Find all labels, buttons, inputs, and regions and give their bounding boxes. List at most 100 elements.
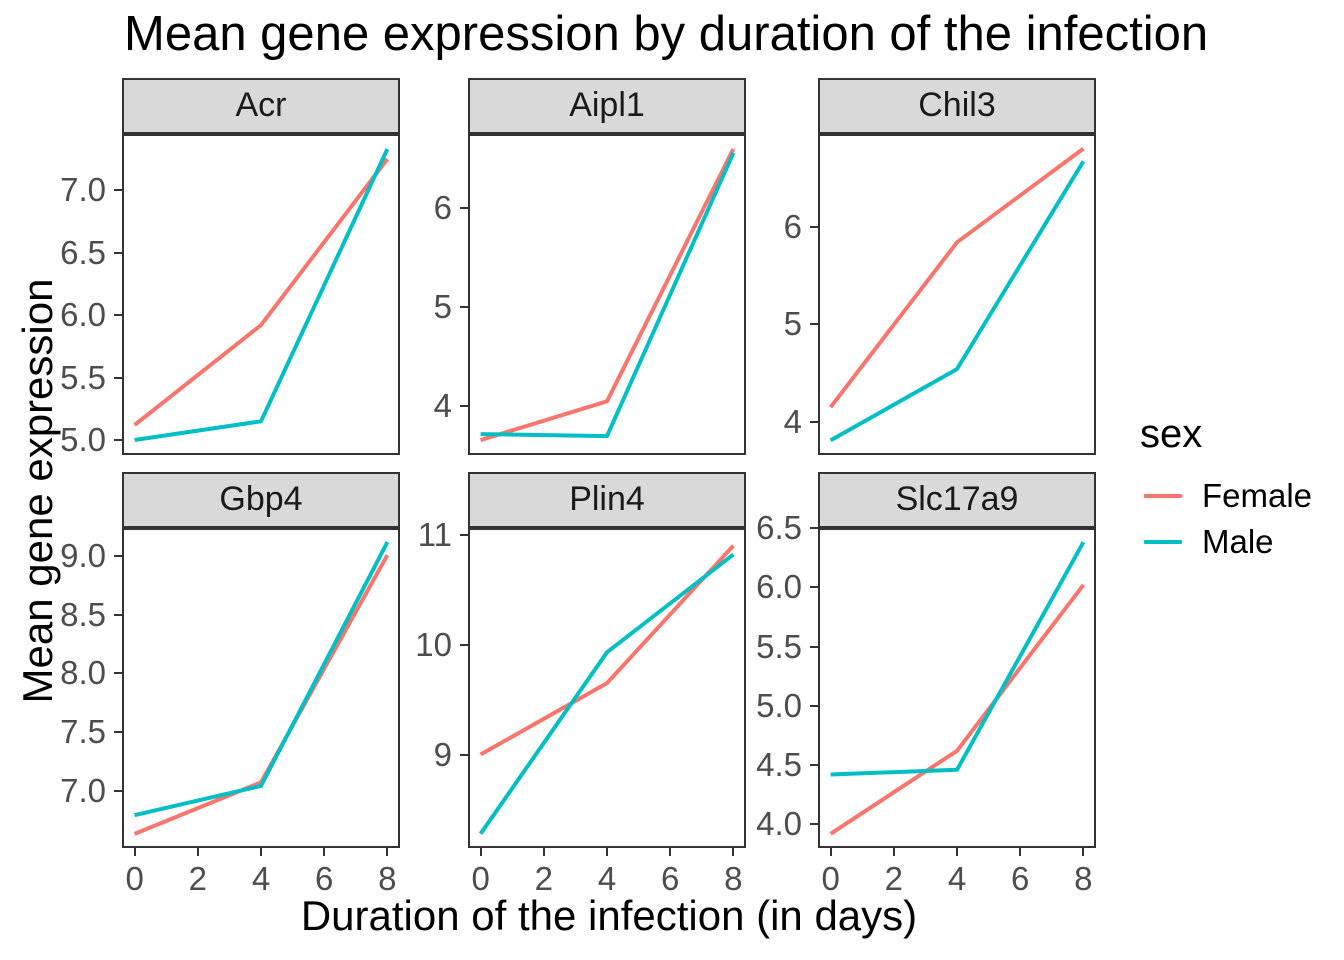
x-axis-tick <box>1019 848 1022 856</box>
facet-panel-Aipl1 <box>468 134 746 455</box>
y-axis-tick <box>460 753 468 756</box>
y-axis-tick <box>460 305 468 308</box>
y-axis-tick <box>810 420 818 423</box>
panel-border <box>818 528 1096 848</box>
y-axis-tick-label: 5.5 <box>60 358 106 396</box>
y-axis-tick <box>460 533 468 536</box>
y-axis-tick <box>114 672 122 675</box>
x-axis-tick-label: 6 <box>1010 860 1030 897</box>
y-axis-tick <box>460 206 468 209</box>
y-axis-tick <box>810 225 818 228</box>
y-axis-tick-label: 4.5 <box>756 746 802 784</box>
facet-strip-Chil3: Chil3 <box>818 78 1096 134</box>
y-axis-tick-label: 6 <box>783 207 802 245</box>
y-axis-tick-label: 7.0 <box>60 771 106 809</box>
line-female-Plin4 <box>479 544 735 757</box>
y-axis-tick <box>114 613 122 616</box>
facet-panel-Chil3 <box>818 134 1096 455</box>
x-axis-tick <box>133 848 136 856</box>
panel-border <box>468 528 746 848</box>
legend: sex Female Male <box>1136 412 1312 565</box>
y-axis-tick-label: 4 <box>433 387 452 425</box>
line-male-Aipl1 <box>480 152 736 439</box>
y-axis-tick-label: 5 <box>783 305 802 343</box>
line-male-Acr <box>134 148 390 442</box>
legend-label-female: Female <box>1202 477 1313 514</box>
y-axis-tick-label: 6.5 <box>756 509 802 546</box>
y-axis-tick <box>114 555 122 558</box>
y-axis-tick-label: 5.5 <box>756 627 802 665</box>
facet-strip-Gbp4: Gbp4 <box>122 472 400 528</box>
x-axis-tick-label: 0 <box>125 860 144 897</box>
facet-strip-Slc17a9: Slc17a9 <box>818 472 1096 528</box>
legend-title: sex <box>1140 412 1203 456</box>
x-axis-tick <box>732 848 735 856</box>
line-male-Gbp4 <box>134 541 390 818</box>
facet-panel-Acr <box>122 134 400 455</box>
panel-border <box>122 134 400 455</box>
panel-border <box>818 134 1096 455</box>
y-axis-tick-label: 5.0 <box>756 686 802 724</box>
x-axis-tick <box>892 848 895 856</box>
y-axis-tick-label: 5 <box>433 287 452 325</box>
y-axis-tick <box>810 323 818 326</box>
x-axis-tick-label: 0 <box>471 860 490 897</box>
x-axis-tick-label: 0 <box>821 860 840 897</box>
x-axis-tick <box>829 848 832 856</box>
y-axis-tick-label: 7.5 <box>60 712 106 750</box>
y-axis-tick <box>810 586 818 589</box>
x-axis-tick-label: 2 <box>188 860 207 897</box>
y-axis-tick-label: 4.0 <box>756 805 802 843</box>
facet-strip-Plin4: Plin4 <box>468 472 746 528</box>
x-axis-tick-label: 2 <box>534 860 553 897</box>
y-axis-tick <box>810 823 818 826</box>
y-axis-tick <box>114 730 122 733</box>
facet-panel-Plin4 <box>468 528 746 848</box>
facet-panel-Slc17a9 <box>818 528 1096 848</box>
y-axis-tick <box>114 251 122 254</box>
x-axis-tick-label: 8 <box>378 860 397 897</box>
y-axis-tick-label: 4 <box>783 402 802 440</box>
y-axis-tick-label: 11 <box>417 515 452 553</box>
y-axis-tick <box>460 643 468 646</box>
y-axis-tick-label: 6 <box>433 188 452 226</box>
x-axis-tick <box>260 848 262 856</box>
chart-title: Mean gene expression by duration of the … <box>124 7 1209 61</box>
y-axis-tick-label: 10 <box>415 625 452 663</box>
y-axis-tick <box>810 645 818 648</box>
legend-label-male: Male <box>1202 523 1274 560</box>
facet-strip-Acr: Acr <box>122 78 400 134</box>
line-female-Slc17a9 <box>829 583 1085 836</box>
x-axis-tick-label: 6 <box>314 860 334 897</box>
line-female-Aipl1 <box>480 148 736 443</box>
x-axis-tick-label: 4 <box>947 860 967 897</box>
y-axis-tick <box>460 405 468 408</box>
x-axis-tick <box>323 848 326 856</box>
x-axis-tick-label: 4 <box>251 860 271 897</box>
x-axis-tick <box>606 848 608 856</box>
facet-panel-Gbp4 <box>122 528 400 848</box>
line-female-Chil3 <box>829 146 1085 409</box>
line-female-Gbp4 <box>133 554 390 836</box>
x-axis-title: Duration of the infection (in days) <box>300 892 918 939</box>
facet-strip-Aipl1: Aipl1 <box>468 78 746 134</box>
x-axis-tick <box>956 848 958 856</box>
line-male-Plin4 <box>478 552 735 835</box>
x-axis-tick-label: 6 <box>660 860 680 897</box>
y-axis-tick <box>810 704 818 707</box>
x-axis-tick <box>542 848 545 856</box>
y-axis-tick-label: 6.5 <box>60 233 106 271</box>
legend-entry-female: Female <box>1136 473 1312 519</box>
y-axis-tick-label: 6.0 <box>756 568 802 606</box>
y-axis-tick-label: 6.0 <box>60 296 106 334</box>
legend-key-line-female <box>1144 494 1182 498</box>
line-male-Slc17a9 <box>830 541 1086 777</box>
y-axis-tick <box>810 764 818 767</box>
y-axis-tick-label: 5.0 <box>60 421 106 458</box>
y-axis-tick <box>810 527 818 529</box>
x-axis-tick <box>1082 848 1085 856</box>
y-axis-tick <box>114 789 122 792</box>
x-axis-tick-label: 2 <box>884 860 903 897</box>
